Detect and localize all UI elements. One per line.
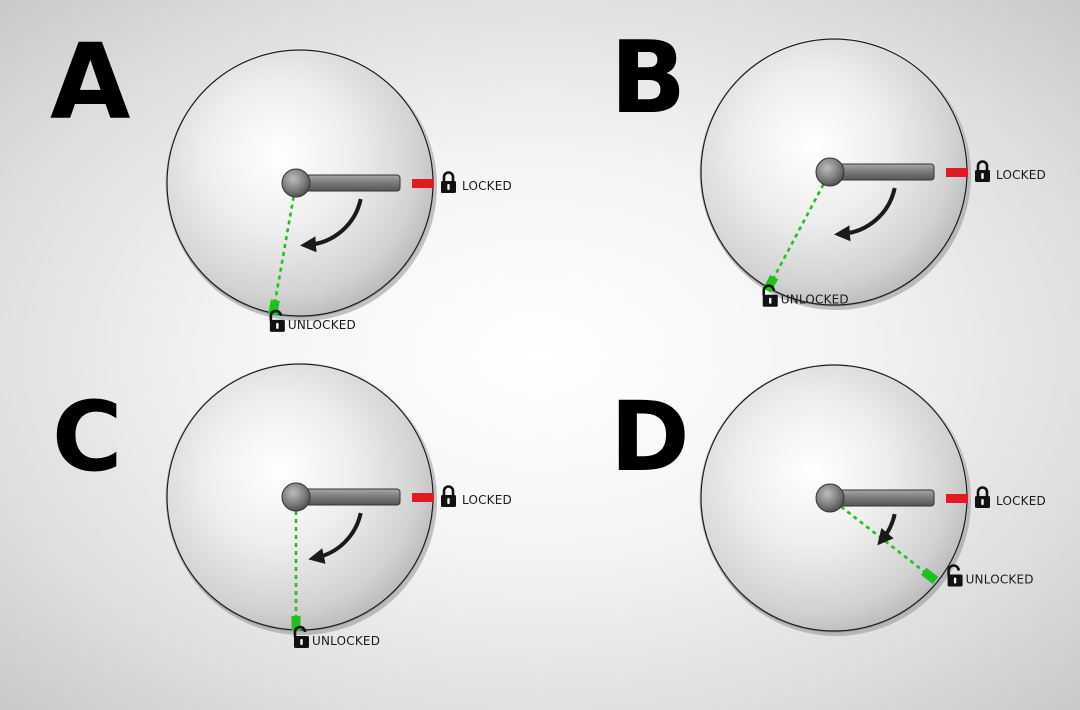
panel-a: A LOCKED UNLOCKED: [50, 21, 512, 332]
locked-marker: [412, 179, 434, 188]
unlocked-label: UNLOCKED: [288, 318, 356, 332]
panel-d: D LOCKED UNLOCKED: [610, 363, 1046, 636]
rotation-arrow-icon: [308, 512, 363, 564]
rotation-arrow-icon: [877, 513, 897, 546]
locked-label: LOCKED: [996, 494, 1046, 508]
rotation-arrow-icon: [834, 187, 897, 242]
locked-marker: [412, 493, 434, 502]
panel-letter-c: C: [52, 381, 122, 493]
unlock-path-line: [273, 196, 295, 303]
locked-label: LOCKED: [462, 493, 512, 507]
locked-label: LOCKED: [462, 179, 512, 193]
lever-knob: [815, 483, 845, 513]
padlock-closed-icon: [441, 171, 456, 193]
padlock-closed-icon: [441, 485, 456, 507]
unlocked-marker: [763, 274, 779, 293]
unlock-path-line: [840, 505, 927, 574]
rotation-arrow-icon: [300, 198, 363, 253]
padlock-open-icon: [762, 284, 778, 307]
locked-marker: [946, 494, 968, 503]
padlock-open-icon: [293, 625, 309, 648]
padlock-open-icon: [269, 309, 285, 332]
unlock-path-line: [772, 183, 825, 280]
lever-handle: [829, 489, 935, 507]
panels-layer: A LOCKED UNLOCKED B LOCKED UNLOCKED C LOCKED UNL…: [50, 19, 1046, 648]
lever-handle: [829, 163, 935, 181]
lever-knob: [281, 168, 311, 198]
unlocked-label: UNLOCKED: [312, 634, 380, 648]
panel-letter-d: D: [610, 381, 690, 493]
unlocked-label: UNLOCKED: [781, 293, 849, 307]
locked-label: LOCKED: [996, 168, 1046, 182]
locked-marker: [946, 168, 968, 177]
lever-knob: [815, 157, 845, 187]
padlock-open-icon: [947, 564, 963, 587]
unlocked-label: UNLOCKED: [966, 572, 1034, 586]
lever-handle: [295, 174, 401, 192]
lever-knob: [281, 482, 311, 512]
panel-c: C LOCKED UNLOCKED: [52, 362, 512, 648]
panel-letter-a: A: [50, 21, 131, 143]
lever-handle: [295, 488, 401, 506]
padlock-closed-icon: [975, 160, 990, 182]
unlocked-marker: [921, 567, 939, 585]
panel-b: B LOCKED UNLOCKED: [610, 19, 1046, 310]
panel-letter-b: B: [610, 19, 686, 136]
padlock-closed-icon: [975, 486, 990, 508]
